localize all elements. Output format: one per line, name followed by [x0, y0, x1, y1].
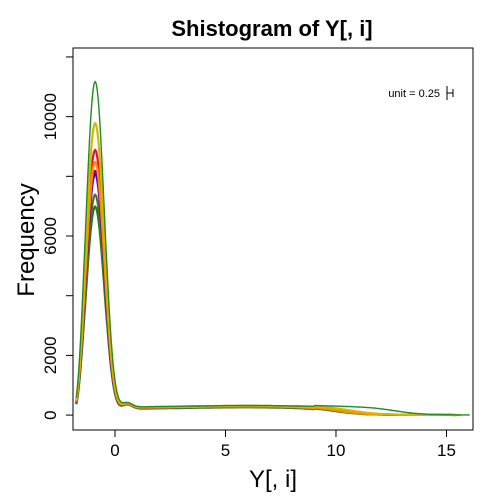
y-tick-label: 0	[41, 410, 60, 419]
y-tick-label: 6000	[41, 217, 60, 255]
series-line	[75, 160, 448, 416]
x-tick-label: 15	[437, 441, 456, 460]
series-line	[75, 121, 461, 417]
x-tick-label: 5	[221, 441, 230, 460]
x-axis-title: Y[, i]	[249, 466, 297, 493]
series-layer	[75, 80, 470, 417]
series-line	[75, 193, 446, 416]
y-tick-label: 10000	[41, 93, 60, 140]
y-tick-label: 2000	[41, 336, 60, 374]
x-tick-label: 0	[110, 441, 119, 460]
unit-annotation: unit = 0.25	[388, 86, 454, 100]
series-line	[75, 148, 457, 417]
y-axis-title: Frequency	[13, 183, 40, 296]
series-line	[75, 169, 453, 417]
chart-title: Shistogram of Y[, i]	[171, 16, 372, 41]
x-axis: 0 5 10 15	[110, 430, 456, 460]
x-tick-label: 10	[327, 441, 346, 460]
series-line	[75, 80, 470, 416]
plot-frame	[72, 47, 474, 431]
series-line	[75, 172, 453, 417]
unit-annotation-text: unit = 0.25	[388, 88, 440, 100]
y-axis: 0 2000 6000 10000	[41, 56, 73, 420]
series-line	[75, 205, 446, 416]
